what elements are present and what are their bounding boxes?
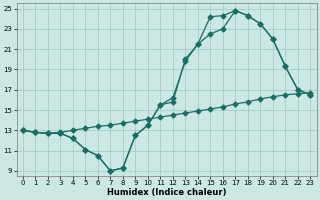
X-axis label: Humidex (Indice chaleur): Humidex (Indice chaleur) xyxy=(107,188,226,197)
